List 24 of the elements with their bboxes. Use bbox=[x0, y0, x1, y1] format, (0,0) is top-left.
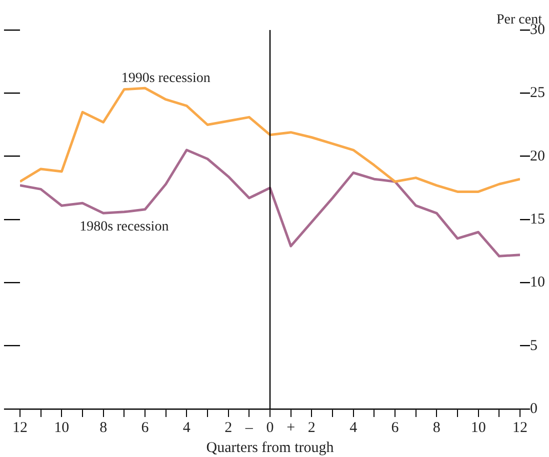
y-tick-label: 20 bbox=[530, 148, 545, 164]
y-tick-label: 10 bbox=[530, 274, 545, 291]
x-tick-label: 4 bbox=[350, 420, 358, 436]
x-tick-label: 8 bbox=[100, 420, 108, 436]
y-tick-label: 0 bbox=[530, 400, 538, 417]
series-label: 1990s recession bbox=[121, 71, 210, 86]
x-axis-title: Quarters from trough bbox=[206, 440, 334, 456]
x-tick-label: 12 bbox=[12, 420, 28, 436]
y-tick-label: 15 bbox=[530, 211, 545, 228]
x-tick-label: – bbox=[244, 420, 254, 436]
x-tick-label: 2 bbox=[224, 420, 232, 436]
x-tick-label: 10 bbox=[470, 420, 486, 436]
series-label: 1980s recession bbox=[80, 220, 169, 235]
x-tick-label: 10 bbox=[54, 420, 70, 436]
x-tick-label: 6 bbox=[141, 420, 150, 436]
x-tick-label: + bbox=[286, 420, 296, 436]
x-tick-label: 8 bbox=[432, 420, 440, 436]
y-tick-label: 25 bbox=[530, 85, 545, 102]
y-tick-label: 5 bbox=[530, 338, 538, 354]
x-tick-label: 6 bbox=[391, 420, 400, 436]
x-tick-label: 12 bbox=[512, 420, 528, 436]
x-tick-label: 4 bbox=[182, 420, 191, 436]
x-tick-label: 0 bbox=[266, 420, 274, 436]
x-tick-label: 2 bbox=[308, 420, 316, 436]
